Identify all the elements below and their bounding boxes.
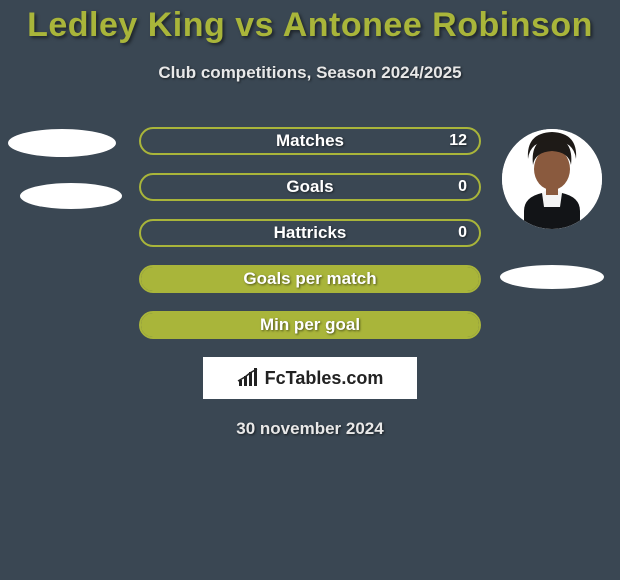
bar-chart-icon: [237, 368, 261, 388]
page-title: Ledley King vs Antonee Robinson: [0, 0, 620, 45]
stat-bar-goals-per-match: Goals per match: [139, 265, 481, 293]
stat-label: Matches: [276, 131, 344, 151]
stat-label: Goals per match: [243, 269, 376, 289]
stat-bar-matches: Matches 12: [139, 127, 481, 155]
placeholder-ellipse: [20, 183, 122, 209]
placeholder-ellipse: [500, 265, 604, 289]
stat-label: Goals: [286, 177, 333, 197]
source-logo: FcTables.com: [203, 357, 417, 399]
stat-bar-min-per-goal: Min per goal: [139, 311, 481, 339]
stat-bar-hattricks: Hattricks 0: [139, 219, 481, 247]
page-subtitle: Club competitions, Season 2024/2025: [0, 63, 620, 83]
stats-area: Matches 12 Goals 0 Hattricks 0 Goals per…: [0, 127, 620, 439]
avatar-graphic: [502, 129, 602, 229]
stat-bar-goals: Goals 0: [139, 173, 481, 201]
stat-value: 0: [458, 178, 467, 196]
stat-value: 0: [458, 224, 467, 242]
placeholder-ellipse: [8, 129, 116, 157]
player-avatar: [502, 129, 602, 229]
stat-label: Min per goal: [260, 315, 360, 335]
logo-prefix: Fc: [265, 368, 286, 388]
stat-value: 12: [449, 132, 467, 150]
stat-bars: Matches 12 Goals 0 Hattricks 0 Goals per…: [139, 127, 481, 339]
stat-label: Hattricks: [274, 223, 347, 243]
snapshot-date: 30 november 2024: [0, 419, 620, 439]
logo-suffix: Tables.com: [286, 368, 384, 388]
logo-text: FcTables.com: [265, 368, 384, 389]
